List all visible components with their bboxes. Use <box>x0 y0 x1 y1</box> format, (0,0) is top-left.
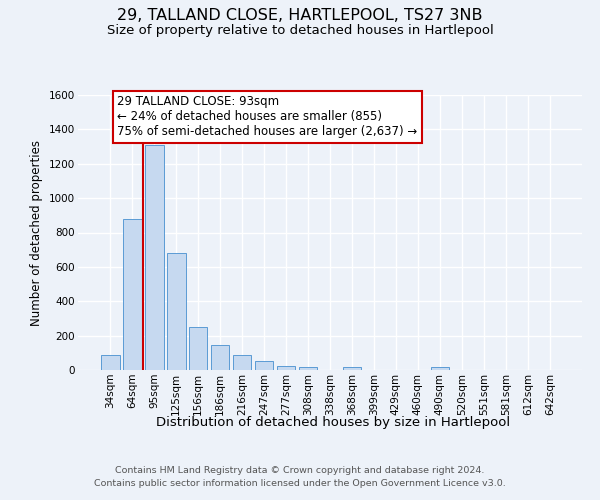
Text: Distribution of detached houses by size in Hartlepool: Distribution of detached houses by size … <box>156 416 510 429</box>
Bar <box>101 356 119 370</box>
Bar <box>123 219 142 370</box>
Text: Size of property relative to detached houses in Hartlepool: Size of property relative to detached ho… <box>107 24 493 37</box>
Bar <box>233 356 251 370</box>
Bar <box>189 327 208 370</box>
Bar <box>343 368 361 370</box>
Text: 29 TALLAND CLOSE: 93sqm
← 24% of detached houses are smaller (855)
75% of semi-d: 29 TALLAND CLOSE: 93sqm ← 24% of detache… <box>117 96 418 138</box>
Text: 29, TALLAND CLOSE, HARTLEPOOL, TS27 3NB: 29, TALLAND CLOSE, HARTLEPOOL, TS27 3NB <box>117 8 483 22</box>
Bar <box>145 145 164 370</box>
Bar <box>255 362 274 370</box>
Bar <box>299 366 317 370</box>
Y-axis label: Number of detached properties: Number of detached properties <box>31 140 43 326</box>
Bar <box>277 366 295 370</box>
Bar <box>167 253 185 370</box>
Bar <box>211 345 229 370</box>
Text: Contains HM Land Registry data © Crown copyright and database right 2024.
Contai: Contains HM Land Registry data © Crown c… <box>94 466 506 487</box>
Bar <box>431 368 449 370</box>
